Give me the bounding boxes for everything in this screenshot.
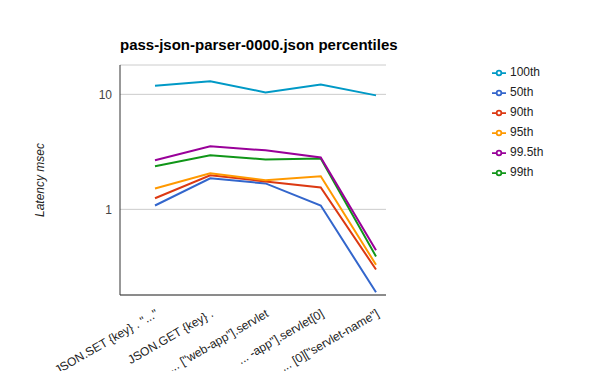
svg-text:10: 10 — [99, 88, 113, 102]
svg-text:1: 1 — [105, 203, 112, 217]
html-text:50th: 50th — [510, 85, 534, 99]
svg-text:JSON.GET {key} .: JSON.GET {key} . — [125, 306, 216, 367]
html-text:90th: 90th — [510, 105, 534, 119]
html-text:99th: 99th — [510, 165, 534, 179]
svg-text:Latency msec: Latency msec — [33, 143, 47, 217]
svg-text:... ["web-app"].servlet: ... ["web-app"].servlet — [166, 306, 272, 371]
html-text:99.5th: 99.5th — [510, 145, 544, 159]
svg-text:... [0]["servlet-name"]: ... [0]["servlet-name"] — [278, 306, 381, 371]
html-text:95th: 95th — [510, 125, 534, 139]
html-text:100th: 100th — [510, 65, 540, 79]
svg-text:... -app"].servlet[0]: ... -app"].servlet[0] — [235, 306, 327, 367]
svg-text:JSON.SET {key} . "...": JSON.SET {key} . "..." — [52, 306, 160, 371]
html-text:pass-json-parser-0000.json per: pass-json-parser-0000.json percentiles — [120, 36, 398, 53]
